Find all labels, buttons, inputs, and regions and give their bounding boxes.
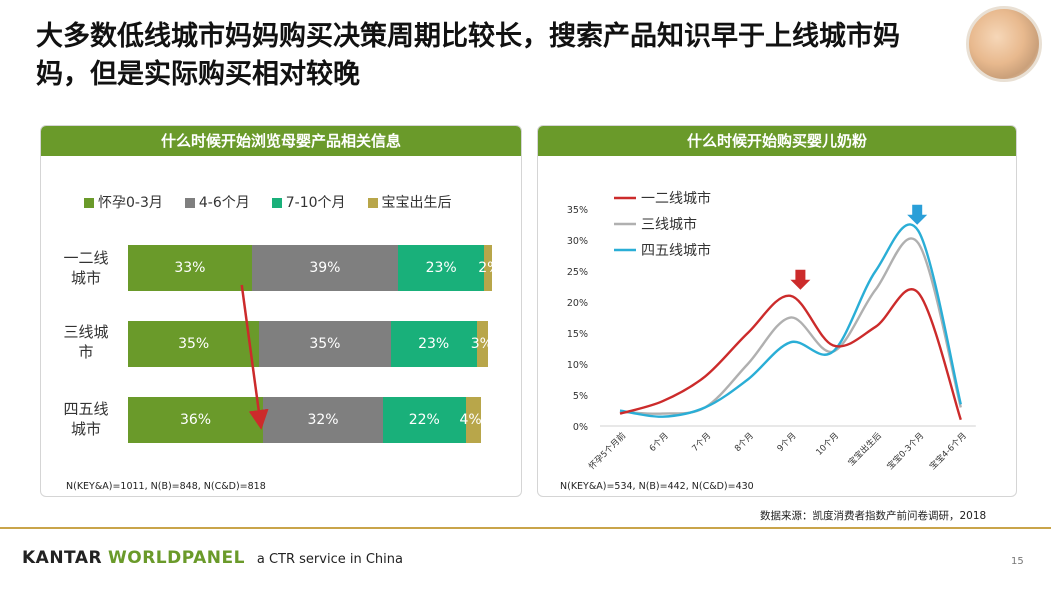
bar-legend-item: 怀孕0-3月: [84, 192, 163, 212]
bar-segment: 35%: [128, 321, 260, 367]
x-tick-label: 宝宝0-3个月: [885, 430, 927, 472]
y-tick-label: 15%: [567, 329, 588, 340]
right-chart-panel: 什么时候开始购买婴儿奶粉: [537, 125, 1017, 497]
y-tick-label: 35%: [567, 205, 588, 216]
page-title: 大多数低线城市妈妈购买决策周期比较长，搜索产品知识早于上线城市妈妈，但是实际购买…: [36, 21, 900, 90]
x-tick-label: 9个月: [776, 431, 799, 454]
right-panel-header: 什么时候开始购买婴儿奶粉: [538, 126, 1016, 156]
x-tick-label: 宝宝4-6个月: [927, 430, 969, 472]
right-sample-note: N(KEY&A)=534, N(B)=442, N(C&D)=430: [560, 481, 754, 492]
bar-legend: 怀孕0-3月 4-6个月 7-10个月 宝宝出生后: [84, 192, 474, 212]
left-panel-header: 什么时候开始浏览母婴产品相关信息: [41, 126, 521, 156]
left-sample-note: N(KEY&A)=1011, N(B)=848, N(C&D)=818: [66, 481, 266, 492]
x-tick-label: 6个月: [648, 431, 671, 454]
legend-swatch: [367, 198, 378, 208]
x-tick-label: 怀孕5个月前: [586, 430, 628, 472]
x-tick-label: 8个月: [733, 431, 756, 454]
y-tick-label: 10%: [567, 360, 588, 371]
y-tick-label: 25%: [567, 267, 588, 278]
bar-segment: 23%: [398, 245, 485, 291]
brand-tagline: a CTR service in China: [256, 552, 403, 567]
y-tick-label: 30%: [567, 236, 588, 247]
red-trend-arrow: [240, 284, 269, 430]
series-line: [619, 223, 962, 418]
bar-legend-item: 宝宝出生后: [367, 192, 452, 212]
line-legend-label: 四五线城市: [641, 242, 711, 259]
y-tick-label: 20%: [567, 298, 588, 309]
line-legend-label: 三线城市: [641, 216, 697, 233]
legend-label: 7-10个月: [285, 195, 346, 211]
series-line: [619, 237, 962, 415]
legend-swatch: [271, 198, 282, 208]
legend-label: 怀孕0-3月: [98, 195, 163, 211]
bar-segment: 35%: [259, 321, 391, 367]
y-tick-label: 0%: [573, 422, 588, 433]
page-number: 15: [1011, 556, 1024, 567]
bar-segment: 36%: [128, 397, 263, 443]
red-peak-arrow: [790, 269, 811, 290]
bar-segment: 32%: [263, 397, 383, 443]
brand-worldpanel: WORLDPANEL: [108, 548, 245, 568]
legend-label: 宝宝出生后: [381, 195, 452, 211]
bar-segment: 33%: [128, 245, 252, 291]
legend-label: 4-6个月: [198, 195, 250, 211]
brand-kantar: KANTAR: [22, 548, 103, 568]
legend-swatch: [184, 198, 195, 208]
bar-legend-item: 7-10个月: [271, 192, 346, 212]
bar-legend-item: 4-6个月: [184, 192, 250, 212]
data-source: 数据来源：凯度消费者指数产前问卷调研，2018: [760, 510, 987, 522]
bar-segment: 22%: [383, 397, 466, 443]
legend-swatch: [84, 198, 94, 208]
series-line: [619, 288, 962, 421]
blue-peak-arrow: [907, 204, 928, 225]
brand-logo: KANTAR WORLDPANEL a CTR service in China: [22, 548, 403, 568]
bar-category-label: 三线城市: [63, 323, 109, 361]
bar-category-label: 四五线 城市: [63, 400, 109, 438]
x-tick-label: 宝宝出生后: [846, 430, 884, 468]
footer-divider: [0, 527, 1051, 529]
x-tick-label: 10个月: [814, 431, 841, 458]
line-legend-label: 一二线城市: [641, 190, 711, 207]
bar-segment: 4%: [460, 397, 482, 443]
y-tick-label: 5%: [573, 391, 588, 402]
x-tick-label: 7个月: [690, 431, 713, 454]
bar-segment: 3%: [471, 321, 493, 367]
bar-segment: 39%: [251, 245, 398, 291]
bar-category-label: 一二线 城市: [63, 249, 109, 287]
bar-segment: 23%: [390, 321, 477, 367]
mother-baby-photo: [966, 6, 1042, 82]
